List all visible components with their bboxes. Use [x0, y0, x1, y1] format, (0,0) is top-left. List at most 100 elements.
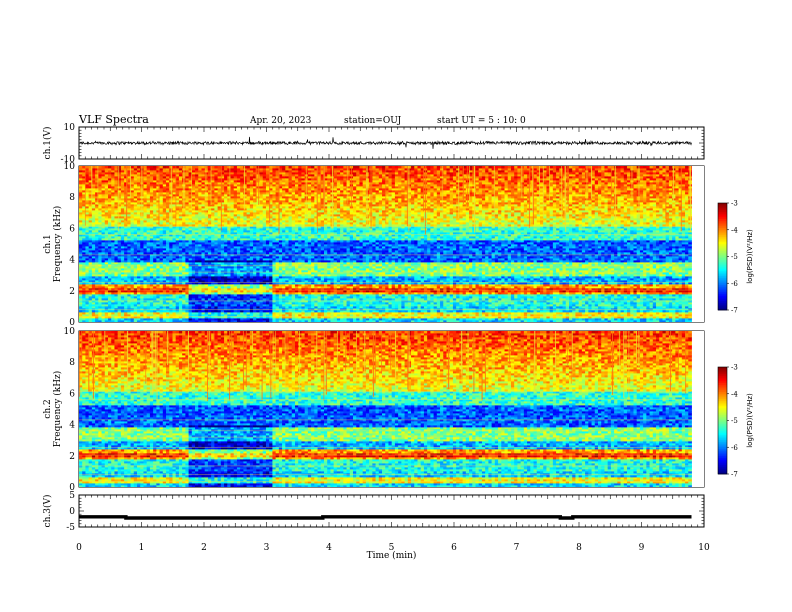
spectrogram-cell [195, 228, 199, 231]
spectrogram-cell [91, 240, 96, 243]
spectrogram-cell [117, 274, 122, 277]
spectrogram-cell [227, 288, 231, 291]
spectrogram-cell [146, 208, 151, 211]
spectrogram-cell [130, 270, 135, 273]
spectrogram-cell [88, 182, 93, 185]
spectrogram-cell [146, 272, 151, 275]
spectrogram-cell [253, 230, 257, 233]
spectrogram-cell [224, 262, 228, 265]
spectrogram-cell [188, 230, 193, 233]
spectrogram-cell [259, 238, 264, 241]
spectrogram-cell [104, 278, 109, 281]
spectrogram-cell [111, 178, 115, 181]
spectrogram-cell [117, 242, 122, 245]
spectrogram-cell [79, 200, 83, 203]
spectrogram-cell [133, 258, 138, 261]
spectrogram-cell [156, 238, 160, 241]
spectrogram-cell [153, 302, 157, 305]
spectrogram-cell [195, 252, 199, 255]
spectrogram-cell [114, 282, 119, 285]
spectrogram-cell [172, 204, 177, 207]
spectrogram-cell [204, 274, 209, 277]
spectrogram-cell [166, 182, 170, 185]
spectrogram-cell [79, 254, 83, 257]
spectrogram-cell [104, 228, 109, 231]
spectrogram-cell [127, 254, 131, 257]
spectrogram-cell [172, 232, 177, 235]
spectrogram-cell [227, 220, 231, 223]
spectrogram-cell [178, 314, 183, 317]
spectrogram-cell [227, 248, 231, 251]
spectrogram-cell [253, 286, 257, 289]
spectrogram-cell [111, 314, 115, 317]
spectrogram-cell [185, 234, 189, 237]
spectrogram-cell [185, 186, 189, 189]
spectrogram-cell [146, 314, 151, 317]
spectrogram-cell [162, 180, 167, 183]
spectrogram-cell [111, 182, 115, 185]
spectrogram-cell [120, 248, 125, 251]
spectrogram-cell [85, 268, 90, 271]
spectrogram-cell [217, 222, 222, 225]
spectrogram-cell [224, 316, 228, 319]
spectrogram-cell [204, 172, 209, 175]
spectrogram-cell [85, 272, 90, 275]
spectrogram-cell [262, 232, 267, 235]
spectrogram-cell [178, 290, 183, 293]
spectrogram-cell [233, 222, 238, 225]
spectrogram-cell [236, 212, 241, 215]
spectrogram-cell [91, 186, 96, 189]
spectrogram-cell [156, 280, 160, 283]
spectrogram-cell [185, 290, 189, 293]
spectrogram-cell [217, 278, 222, 281]
spectrogram-cell [230, 212, 235, 215]
spectrogram-cell [111, 218, 115, 221]
spectrogram-cell [262, 216, 267, 219]
spectrogram-cell [149, 180, 154, 183]
spectrogram-cell [104, 282, 109, 285]
spectrogram-cell [191, 190, 196, 193]
spectrogram-cell [82, 278, 86, 281]
spectrogram-cell [178, 318, 183, 321]
spectrogram-cell [246, 296, 251, 299]
spectrogram-cell [253, 306, 257, 309]
spectrogram-cell [137, 236, 141, 239]
spectrogram-cell [227, 294, 231, 297]
spectrogram-cell [211, 180, 215, 183]
spectrogram-cell [82, 254, 86, 257]
spectrogram-cell [256, 176, 260, 179]
spectrogram-cell [104, 178, 109, 181]
spectrogram-cell [198, 272, 202, 275]
spectrogram-cell [172, 248, 177, 251]
spectrogram-cell [253, 254, 257, 257]
spectrogram-cell [230, 176, 235, 179]
spectrogram-cell [175, 228, 180, 231]
spectrogram-cell [146, 172, 151, 175]
spectrogram-cell [117, 286, 122, 289]
spectrogram-cell [178, 302, 183, 305]
spectrogram-cell [137, 242, 141, 245]
spectrogram-cell [95, 234, 99, 237]
spectrogram-cell [79, 258, 83, 261]
spectrogram-cell [185, 202, 189, 205]
spectrogram-cell [201, 306, 206, 309]
spectrogram-cell [207, 286, 212, 289]
spectrogram-cell [178, 316, 183, 319]
spectrogram-cell [217, 184, 222, 187]
spectrogram-cell [130, 244, 135, 247]
spectrogram-cell [214, 318, 219, 321]
spectrogram-cell [91, 216, 96, 219]
spectrogram-cell [153, 288, 157, 291]
spectrogram-cell [191, 200, 196, 203]
spectrogram-cell [95, 272, 99, 275]
spectrogram-cell [188, 188, 193, 191]
spectrogram-cell [140, 312, 144, 315]
spectrogram-cell [101, 260, 106, 263]
spectrogram-cell [236, 310, 241, 313]
spectrogram-cell [95, 298, 99, 301]
spectrogram-cell [162, 228, 167, 231]
spectrogram-cell [111, 212, 115, 215]
spectrogram-cell [207, 232, 212, 235]
spectrogram-cell [140, 318, 144, 321]
spectrogram-cell [185, 210, 189, 213]
